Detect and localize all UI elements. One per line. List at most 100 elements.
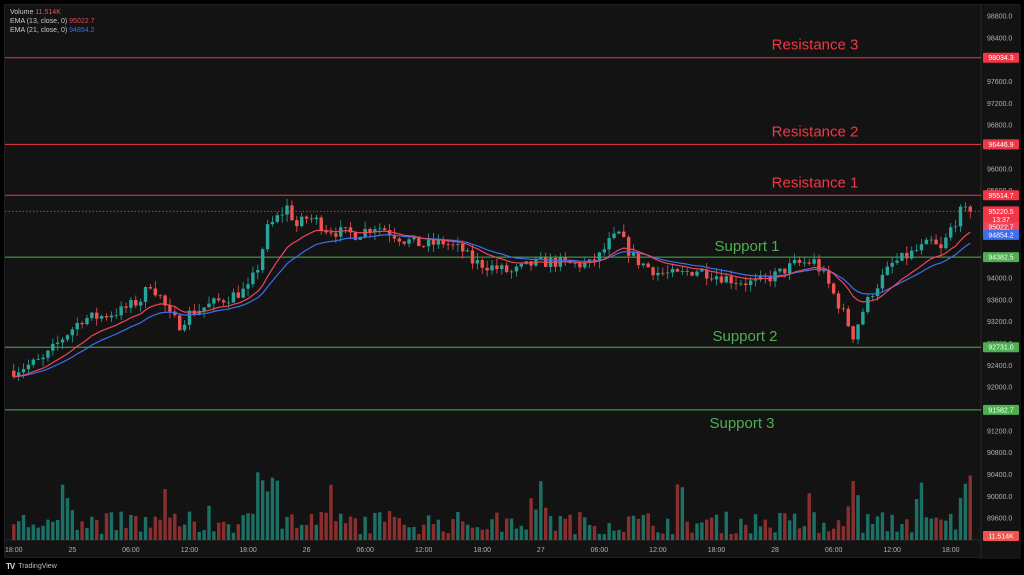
candle-body [817,259,821,272]
x-tick-label: 12:00 [649,547,667,554]
candle-body [285,205,289,215]
volume-bar [12,524,16,540]
x-tick-label: 18:00 [473,547,491,554]
candle-body [324,230,328,233]
candle-body [436,239,441,245]
volume-bar [895,531,899,540]
volume-bar [968,475,972,540]
candle-body [651,267,655,276]
volume-bar [851,481,855,540]
tradingview-logo-icon[interactable]: TV [6,561,15,571]
volume-bar [387,511,392,540]
tradingview-brand[interactable]: TradingView [18,562,57,570]
volume-bar [417,533,421,540]
footer: TV TradingView [6,559,57,573]
candle-body [905,252,909,259]
candle-body [456,243,460,245]
x-tick-label: 06:00 [122,547,140,554]
volume-bar [314,524,319,540]
candle-body [807,262,811,264]
candle-body [748,280,753,286]
candle-body [719,276,724,283]
candle-body [75,322,79,330]
level-axis-tag [983,404,1019,415]
candle-body [36,359,40,360]
candle-body [646,263,650,268]
volume-bar [241,515,245,540]
candle-body [812,259,816,264]
volume-bar [934,517,938,540]
price-tag [983,214,1019,225]
level-axis-tag-label: 98034.3 [988,55,1013,62]
plot-area[interactable]: 89600.090000.090400.090800.091200.091600… [4,4,1021,559]
volume-bar [602,534,606,540]
volume-bar [461,521,465,540]
volume-legend-row[interactable]: Volume 11.514K [10,8,94,17]
candle-body [592,259,597,262]
ema21-legend-label: EMA (21, close, 0) [10,27,68,34]
volume-bar [787,520,792,540]
level-axis-tag-label: 94382.5 [988,255,1013,262]
level-axis-tag-label: 91582.7 [988,407,1013,414]
volume-bar [905,519,909,540]
volume-bar [890,514,894,540]
y-tick-label: 93200.0 [987,319,1012,326]
candle-body [827,269,831,284]
candle-body [236,292,240,298]
volume-bar [212,531,216,540]
level-annotation: Support 3 [709,415,774,432]
x-tick-label: 18:00 [239,547,257,554]
price-tag-label: 94854.2 [988,232,1013,239]
volume-bar [60,484,65,540]
volume-bar [358,534,362,540]
volume-bar [246,513,250,540]
x-tick-label: 12:00 [883,547,901,554]
candle-body [226,302,231,304]
chart-svg[interactable]: 89600.090000.090400.090800.091200.091600… [5,5,1021,559]
x-tick-label: 25 [68,547,76,554]
volume-bar [324,512,328,540]
candle-body [675,268,680,272]
volume-bar [548,516,553,540]
volume-bar [158,519,162,540]
volume-bar [509,518,514,540]
volume-bar [568,514,572,540]
volume-bar [900,523,904,540]
candle-body [260,249,265,271]
candle-body [514,266,519,272]
volume-bar [143,517,148,540]
volume-bar [670,534,675,540]
volume-bar [80,521,84,540]
volume-bar [675,484,680,540]
candle-body [212,298,216,304]
level-annotation: Resistance 1 [772,174,859,191]
candle-body [636,251,641,266]
candle-body [339,227,343,237]
candle-body [373,229,377,233]
candle-body [55,342,60,344]
volume-bar [251,513,255,540]
volume-bar [558,516,563,540]
volume-bar [529,498,533,540]
volume-bar [202,530,206,540]
volume-bar [773,532,777,540]
ema21-legend-row[interactable]: EMA (21, close, 0) 94854.2 [10,26,94,35]
volume-bar [226,524,231,540]
candle-body [295,220,299,227]
volume-bar [617,529,621,540]
candle-body [173,311,177,316]
candle-body [583,262,587,268]
volume-bar [885,531,890,540]
candle-body [231,292,236,303]
candle-body [661,272,665,274]
volume-bar [822,522,826,540]
candle-body [202,307,206,311]
ema13-legend-row[interactable]: EMA (13, close, 0) 95022.7 [10,17,94,26]
ema13-legend-label: EMA (13, close, 0) [10,18,68,25]
level-axis-tag-label: 92731.0 [988,345,1013,352]
candle-body [280,214,284,216]
x-tick-label: 18:00 [708,547,726,554]
price-tag-label: 95220.5 [988,209,1013,216]
y-tick-label: 96800.0 [987,123,1012,130]
